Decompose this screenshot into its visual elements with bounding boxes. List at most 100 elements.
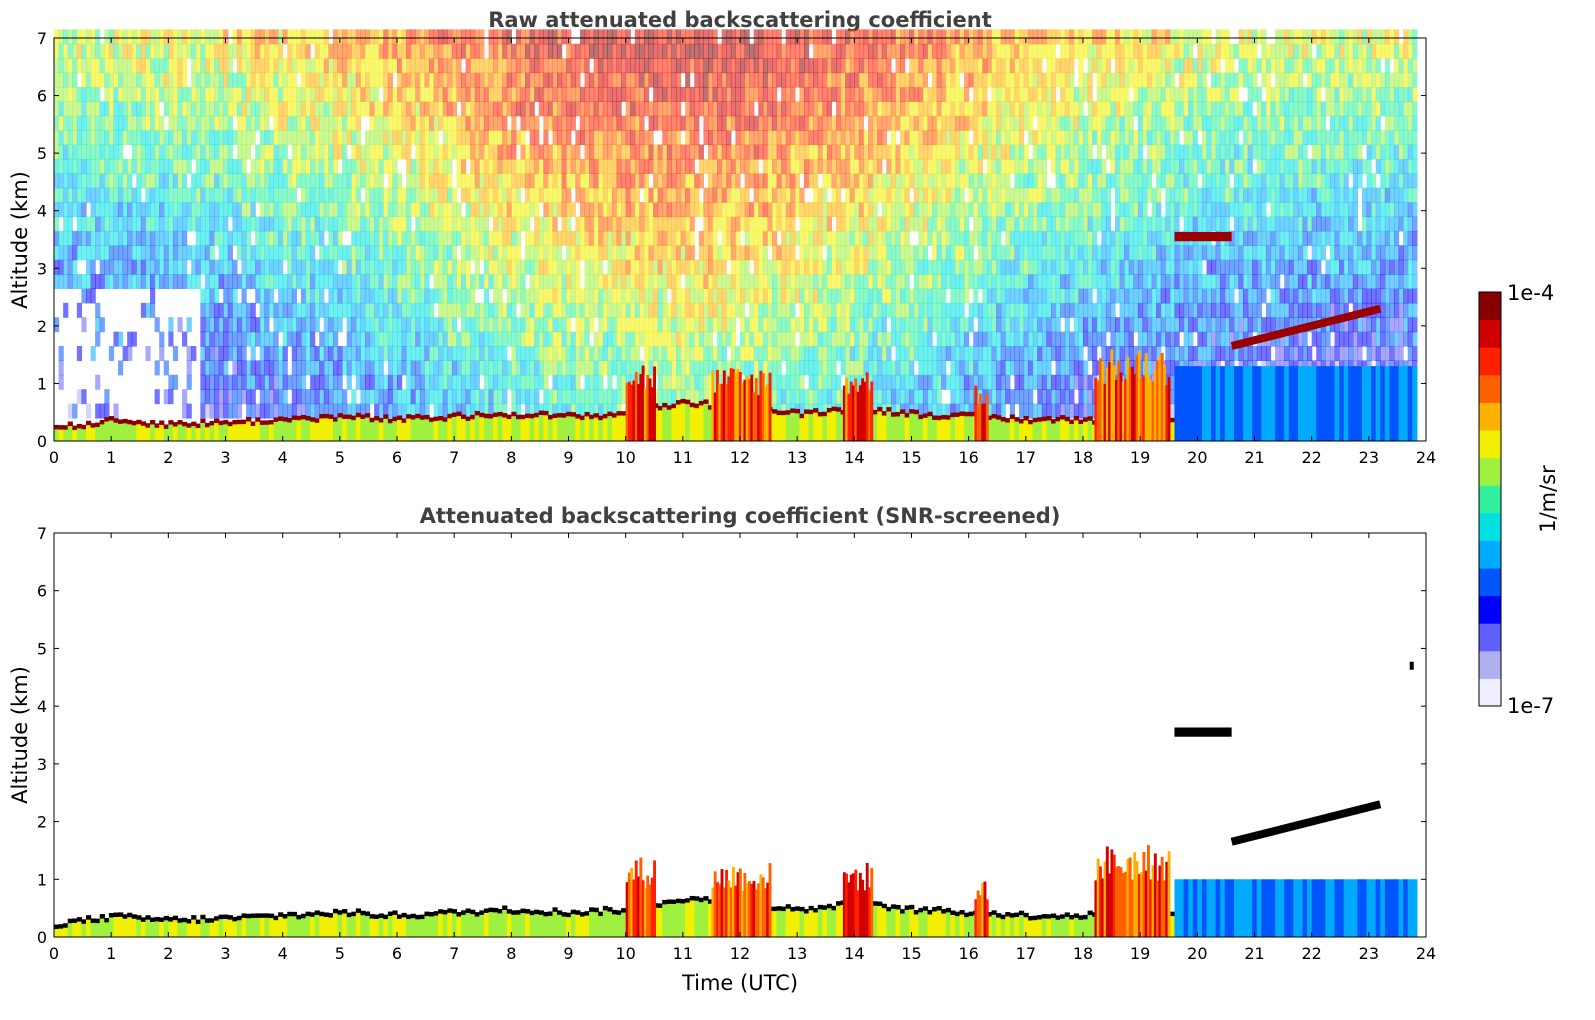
noise-cell bbox=[451, 58, 458, 74]
noise-cell bbox=[666, 317, 672, 333]
noise-cell bbox=[150, 187, 156, 203]
noise-cell bbox=[817, 360, 823, 376]
noise-cell bbox=[465, 72, 471, 88]
noise-cell bbox=[621, 317, 627, 333]
noise-cell bbox=[895, 389, 901, 405]
noise-cell bbox=[973, 173, 979, 189]
noise-cell bbox=[378, 158, 384, 174]
noise-cell bbox=[675, 274, 682, 290]
noise-cell bbox=[332, 43, 339, 59]
noise-cell bbox=[200, 115, 206, 131]
noise-cell bbox=[872, 230, 878, 246]
noise-cell bbox=[740, 288, 746, 304]
noise-cell bbox=[95, 302, 101, 318]
noise-cell bbox=[927, 389, 933, 405]
noise-cell bbox=[922, 58, 929, 74]
noise-cell bbox=[364, 187, 371, 203]
noise-cell bbox=[383, 72, 389, 88]
noise-cell bbox=[209, 29, 215, 45]
noise-cell bbox=[959, 187, 965, 203]
noise-cell bbox=[209, 173, 215, 189]
noise-cell bbox=[305, 346, 311, 361]
noise-cell bbox=[685, 173, 691, 189]
noise-cell bbox=[264, 58, 270, 74]
noise-cell bbox=[429, 187, 435, 203]
noise-cell bbox=[314, 288, 320, 304]
noise-cell bbox=[511, 331, 517, 347]
noise-cell bbox=[255, 288, 261, 304]
noise-cell bbox=[465, 58, 471, 74]
noise-cell bbox=[927, 173, 933, 189]
noise-cell bbox=[433, 389, 439, 405]
noise-cell bbox=[410, 173, 416, 189]
noise-cell bbox=[689, 346, 695, 361]
noise-cell bbox=[794, 158, 801, 174]
noise-cell bbox=[168, 43, 174, 59]
noise-cell bbox=[310, 144, 316, 160]
noise-cell bbox=[826, 58, 833, 74]
noise-cell bbox=[602, 403, 608, 419]
noise-cell bbox=[58, 158, 64, 174]
noise-cell bbox=[666, 58, 672, 74]
noise-cell bbox=[836, 130, 842, 146]
noise-cell bbox=[900, 72, 906, 88]
noise-cell bbox=[515, 288, 522, 304]
noise-cell bbox=[730, 158, 737, 174]
noise-cell bbox=[909, 58, 915, 74]
noise-cell bbox=[470, 173, 476, 189]
noise-cell bbox=[680, 288, 686, 304]
noise-cell bbox=[611, 115, 618, 131]
noise-cell bbox=[849, 259, 855, 275]
noise-cell bbox=[300, 43, 307, 59]
noise-cell bbox=[936, 302, 942, 318]
noise-cell bbox=[534, 374, 540, 390]
noise-cell bbox=[346, 130, 352, 146]
noise-cell bbox=[772, 202, 778, 218]
noise-cell bbox=[122, 115, 128, 131]
noise-cell bbox=[323, 101, 329, 117]
noise-cell bbox=[378, 58, 384, 74]
noise-cell bbox=[698, 202, 705, 218]
noise-cell bbox=[849, 230, 855, 246]
noise-cell bbox=[200, 389, 206, 405]
noise-cell bbox=[218, 115, 224, 131]
noise-cell bbox=[849, 158, 855, 174]
noise-cell bbox=[392, 58, 398, 74]
noise-cell bbox=[698, 29, 705, 45]
noise-cell bbox=[712, 130, 718, 146]
noise-cell bbox=[890, 173, 897, 189]
noise-cell bbox=[941, 360, 947, 376]
noise-cell bbox=[86, 43, 92, 59]
noise-cell bbox=[163, 389, 169, 405]
noise-cell bbox=[438, 360, 444, 376]
noise-cell bbox=[470, 72, 476, 88]
noise-cell bbox=[479, 173, 485, 189]
noise-cell bbox=[76, 101, 83, 117]
noise-cell bbox=[858, 58, 865, 74]
noise-cell bbox=[506, 331, 512, 347]
noise-cell bbox=[323, 29, 329, 45]
noise-cell bbox=[648, 72, 654, 88]
noise-cell bbox=[511, 72, 517, 88]
noise-cell bbox=[81, 43, 87, 59]
noise-cell bbox=[689, 187, 695, 203]
noise-cell bbox=[296, 115, 302, 131]
noise-cell bbox=[707, 259, 714, 275]
noise-cell bbox=[657, 245, 663, 261]
noise-cell bbox=[474, 245, 480, 261]
noise-cell bbox=[305, 115, 311, 131]
noise-cell bbox=[634, 331, 640, 347]
noise-cell bbox=[913, 374, 919, 390]
noise-cell bbox=[909, 130, 915, 146]
noise-cell bbox=[616, 288, 622, 304]
noise-cell bbox=[872, 86, 878, 102]
noise-cell bbox=[232, 86, 238, 102]
noise-cell bbox=[749, 115, 755, 131]
noise-cell bbox=[223, 360, 229, 376]
noise-cell bbox=[337, 202, 343, 218]
noise-cell bbox=[145, 158, 151, 174]
noise-cell bbox=[168, 115, 174, 131]
noise-cell bbox=[397, 72, 403, 88]
noise-cell bbox=[182, 259, 188, 275]
noise-cell bbox=[81, 144, 87, 160]
